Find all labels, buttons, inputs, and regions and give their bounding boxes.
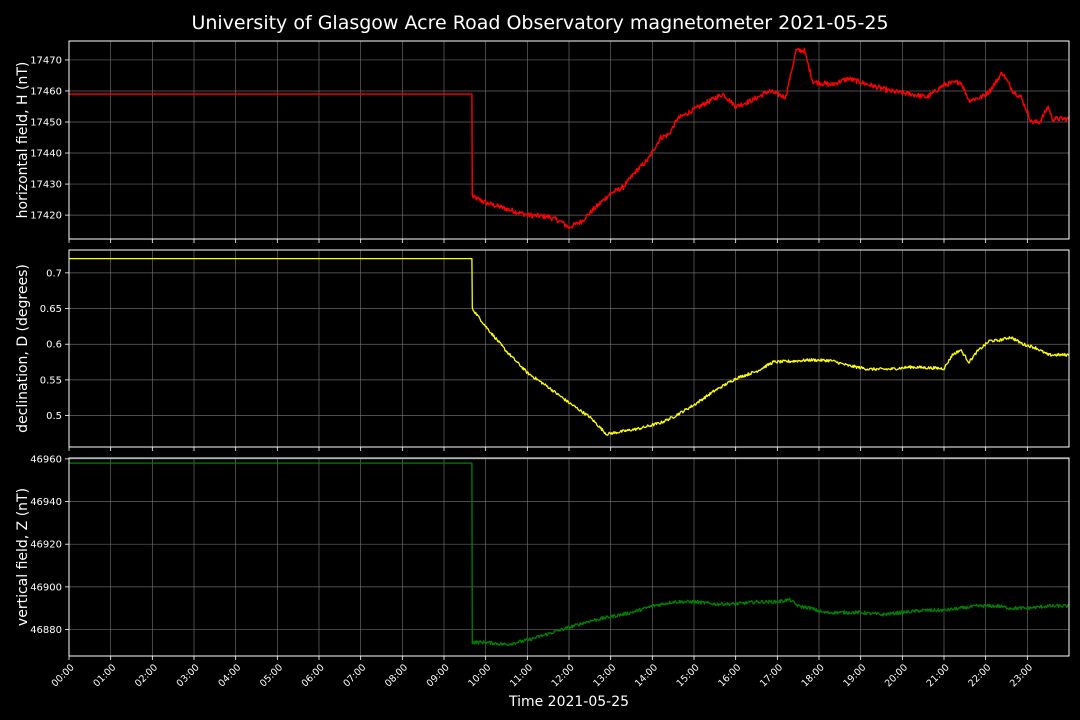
y-tick-label: 17470 [30, 55, 62, 66]
x-tick-label: 15:00 [675, 662, 702, 689]
y-tick-label: 46960 [30, 454, 62, 465]
series-line [69, 47, 1070, 229]
y-tick-label: 17450 [30, 118, 62, 129]
x-tick-label: 09:00 [425, 662, 452, 689]
chart-title: University of Glasgow Acre Road Observat… [191, 12, 888, 34]
y-tick-label: 0.55 [40, 375, 62, 386]
x-tick-label: 11:00 [508, 662, 535, 689]
x-ticks [68, 447, 1028, 451]
x-tick-label: 16:00 [716, 662, 743, 689]
y-tick-label: 17430 [30, 180, 62, 191]
x-tick-label: 21:00 [925, 662, 952, 689]
x-tick-label: 18:00 [800, 662, 827, 689]
x-tick-label: 23:00 [1008, 662, 1035, 689]
y-tick-label: 46880 [30, 625, 62, 636]
y-axis-label: horizontal field, H (nT) [15, 62, 31, 219]
panel-declination: 0.5 0.55 0.6 0.65 0.7 declination, D (degree… [15, 249, 1070, 451]
x-tick-label: 13:00 [591, 662, 618, 689]
y-tick-label: 0.7 [46, 268, 62, 279]
y-tick-label: 46940 [30, 497, 62, 508]
panel-grid [68, 250, 1069, 447]
x-tick-label: 06:00 [300, 662, 327, 689]
x-tick-label: 03:00 [175, 662, 202, 689]
y-tick-label: 17420 [30, 211, 62, 222]
y-tick-label: 0.5 [46, 411, 62, 422]
x-tick-label: 01:00 [91, 662, 118, 689]
x-axis-label: Time 2021-05-25 [508, 694, 629, 710]
x-ticks [68, 239, 1028, 243]
x-tick-label: 05:00 [258, 662, 285, 689]
x-tick-label: 02:00 [133, 662, 160, 689]
panel-horizontal-field: 17420 17430 17440 17450 17460 17470 horizonta… [15, 40, 1070, 243]
y-tick-label: 0.65 [40, 304, 62, 315]
x-tick-label: 14:00 [633, 662, 660, 689]
y-tick-label: 0.6 [46, 340, 62, 351]
y-tick-label: 46920 [30, 540, 62, 551]
y-axis-label: vertical field, Z (nT) [15, 488, 31, 626]
x-tick-label: 19:00 [841, 662, 868, 689]
y-ticks: 17420 17430 17440 17450 17460 17470 [30, 55, 69, 222]
panel-grid [68, 41, 1069, 239]
x-tick-label: 17:00 [758, 662, 785, 689]
series-line [69, 462, 1069, 647]
panel-vertical-field: 46880 46900 46920 46940 46960 00:00 01:00 02:0… [15, 454, 1070, 689]
x-tick-label: 00:00 [50, 662, 77, 689]
x-tick-label: 12:00 [550, 662, 577, 689]
y-tick-label: 46900 [30, 582, 62, 593]
y-tick-label: 17460 [30, 86, 62, 97]
series-line [69, 257, 1070, 436]
x-tick-label: 22:00 [966, 662, 993, 689]
x-ticks: 00:00 01:00 02:00 03:00 04:00 05:00 06:00 07:00… [50, 656, 1035, 689]
x-tick-label: 10:00 [466, 662, 493, 689]
x-tick-label: 20:00 [883, 662, 910, 689]
y-axis-label: declination, D (degrees) [15, 264, 31, 433]
x-tick-label: 08:00 [383, 662, 410, 689]
y-ticks: 46880 46900 46920 46940 46960 [30, 454, 69, 636]
y-tick-label: 17440 [30, 149, 62, 160]
x-tick-label: 04:00 [216, 662, 243, 689]
y-ticks: 0.5 0.55 0.6 0.65 0.7 [40, 268, 69, 422]
x-tick-label: 07:00 [341, 662, 368, 689]
